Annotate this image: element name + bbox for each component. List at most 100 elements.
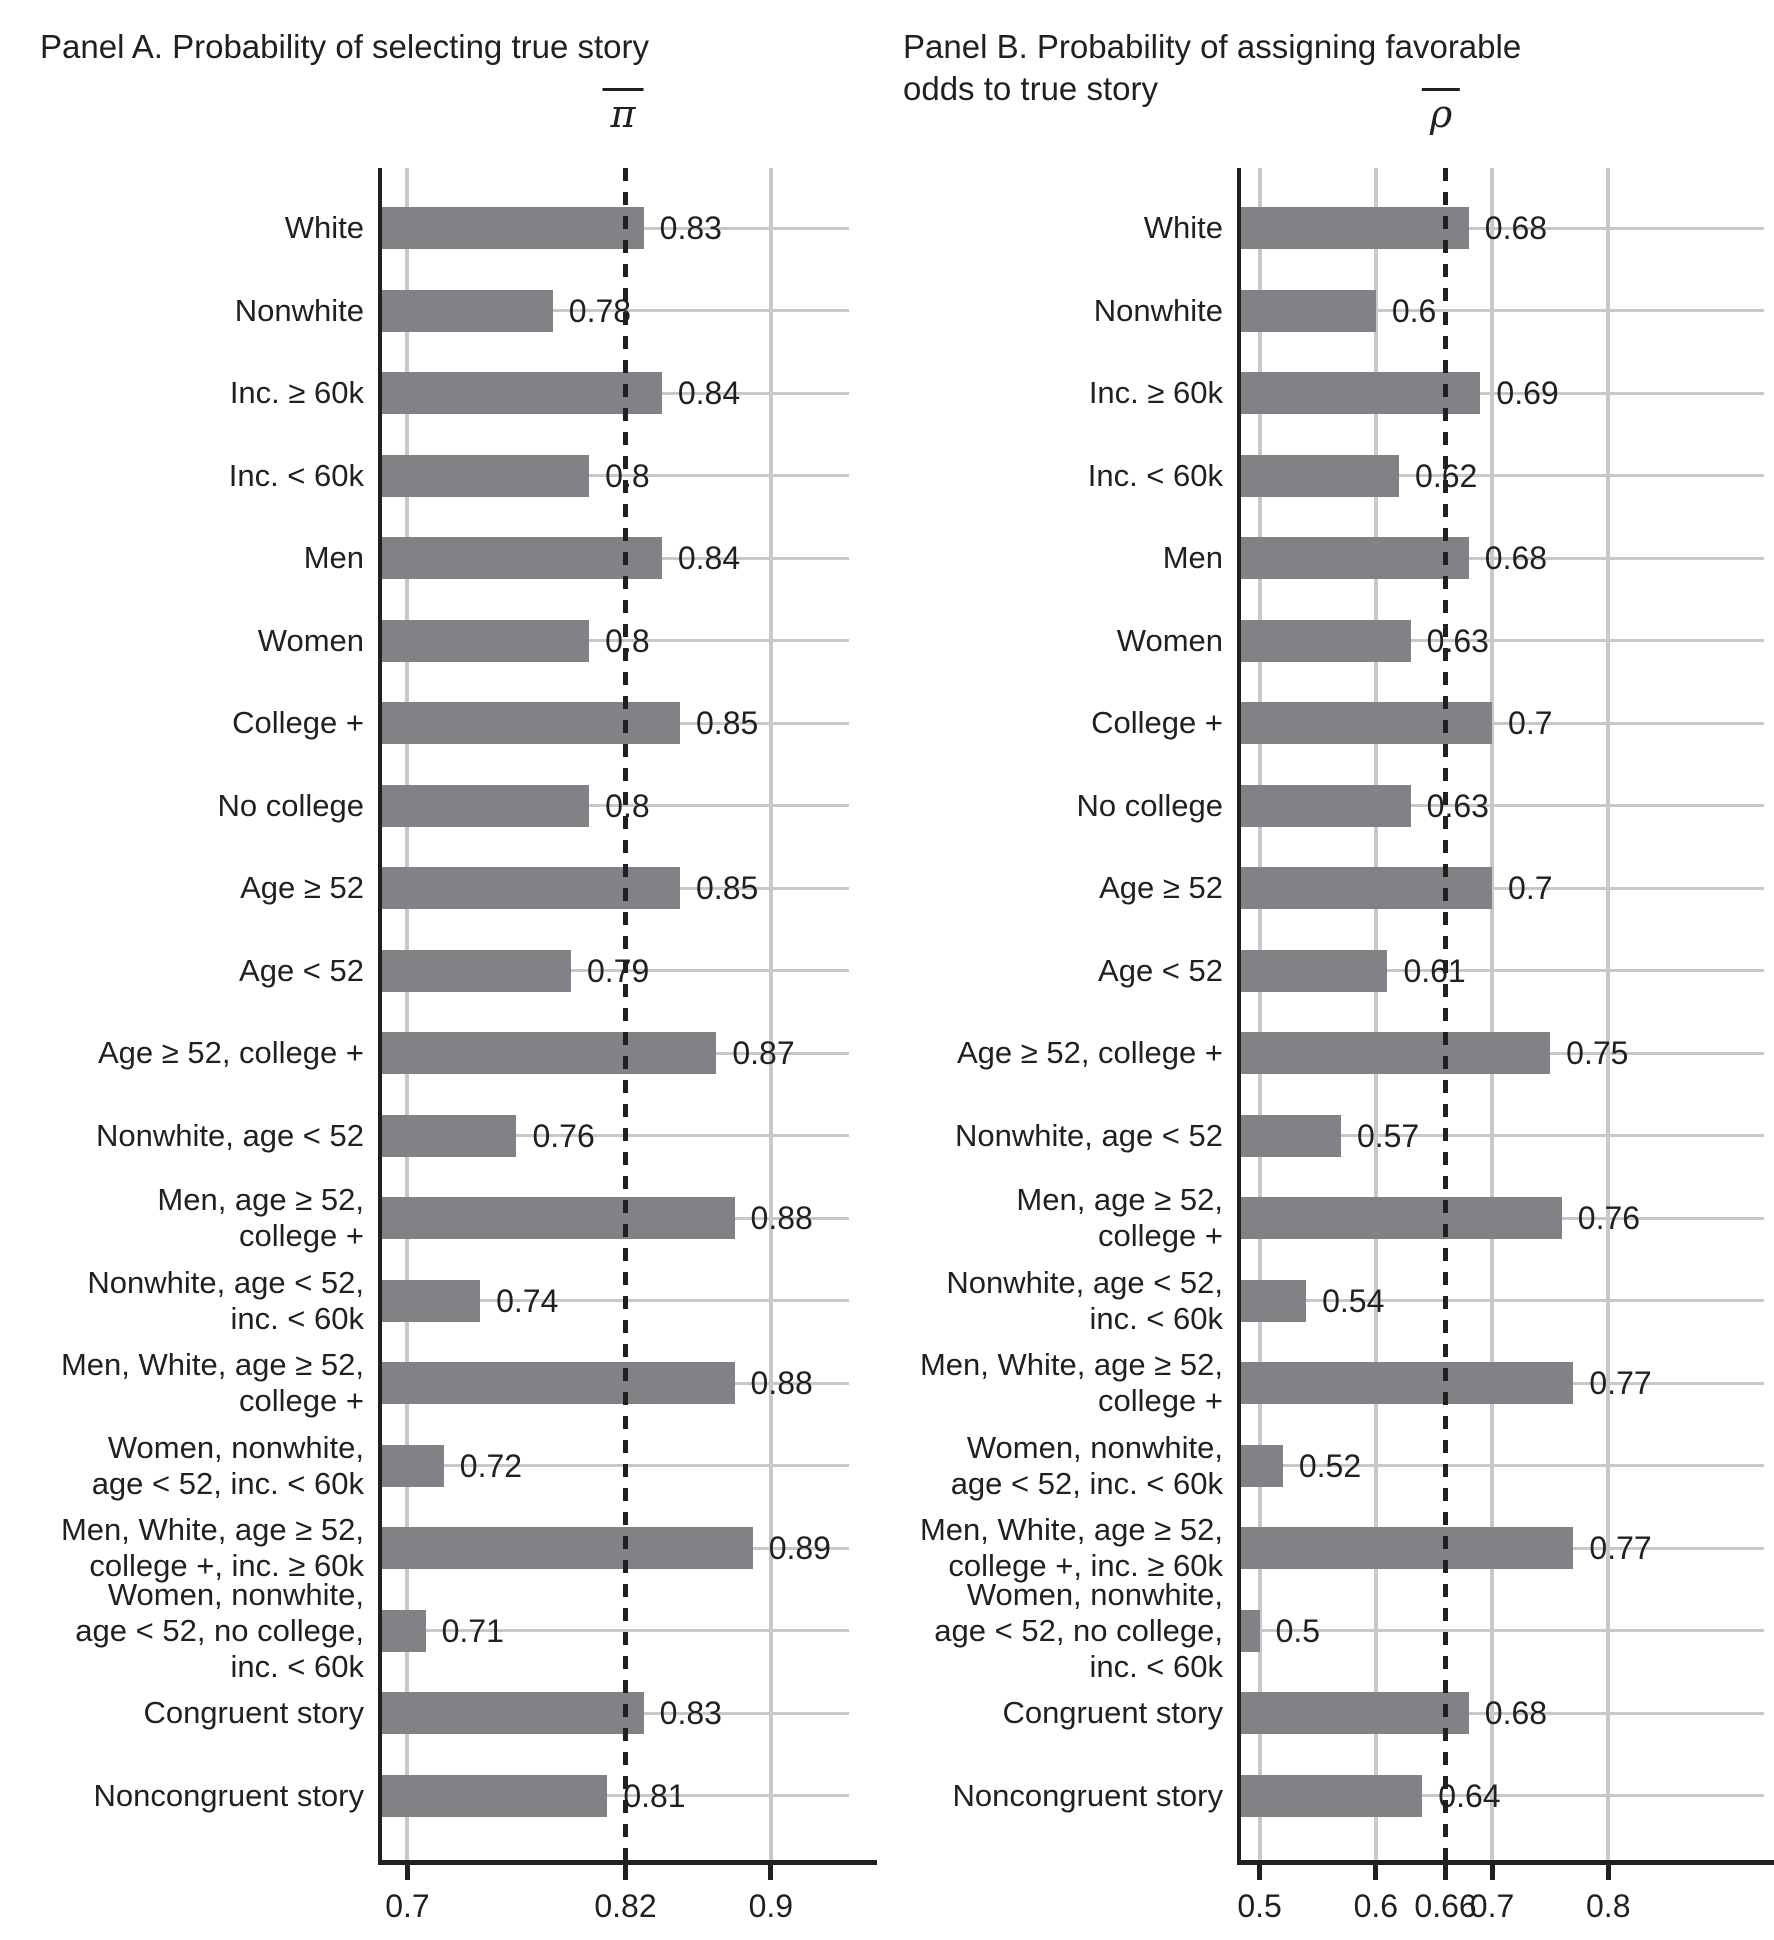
x-axis-tick bbox=[404, 1865, 410, 1880]
category-label: Men, White, age ≥ 52, college +, inc. ≥ … bbox=[60, 1512, 364, 1584]
bar bbox=[1241, 372, 1481, 415]
panel-b-title: Panel B. Probability of assigning favora… bbox=[903, 28, 1522, 107]
value-label: 0.85 bbox=[696, 870, 759, 907]
x-axis-tick bbox=[1605, 1865, 1611, 1880]
category-label: Men bbox=[1162, 540, 1223, 576]
row-gridline bbox=[1241, 1629, 1764, 1633]
category-label: Women bbox=[257, 622, 364, 658]
category-label: Men, age ≥ 52, college + bbox=[1016, 1182, 1223, 1254]
bar bbox=[382, 949, 571, 992]
x-gridline bbox=[1373, 168, 1378, 1860]
bar bbox=[382, 1032, 717, 1075]
rho-bar-symbol: ρ bbox=[1421, 88, 1461, 136]
category-label: Congruent story bbox=[143, 1695, 364, 1731]
value-label: 0.62 bbox=[1415, 457, 1478, 494]
category-label: Nonwhite bbox=[1093, 292, 1223, 328]
bar bbox=[382, 1774, 608, 1817]
bar bbox=[1241, 1444, 1283, 1487]
row-gridline bbox=[1241, 1794, 1764, 1798]
value-label: 0.77 bbox=[1589, 1365, 1652, 1402]
row-gridline bbox=[1241, 226, 1764, 230]
bar bbox=[1241, 1609, 1260, 1652]
category-label: Congruent story bbox=[1002, 1695, 1223, 1731]
row-gridline bbox=[382, 639, 849, 643]
category-label: College + bbox=[1091, 705, 1223, 741]
row-gridline bbox=[382, 1299, 849, 1303]
category-label: College + bbox=[232, 705, 364, 741]
value-label: 0.89 bbox=[768, 1530, 831, 1567]
category-label: White bbox=[284, 210, 364, 246]
x-axis-tick-label: 0.7 bbox=[1469, 1888, 1515, 1924]
category-label: Nonwhite, age < 52 bbox=[96, 1117, 364, 1153]
category-label: Inc. < 60k bbox=[228, 457, 364, 493]
bar bbox=[1241, 1032, 1551, 1075]
bar bbox=[1241, 454, 1400, 497]
category-label: Nonwhite, age < 52 bbox=[955, 1117, 1223, 1153]
x-axis-tick-label: 0.5 bbox=[1237, 1888, 1282, 1924]
row-gridline bbox=[382, 474, 849, 478]
bar bbox=[382, 1279, 481, 1322]
value-label: 0.79 bbox=[586, 952, 650, 989]
x-axis-tick-label: 0.66 bbox=[1414, 1888, 1477, 1924]
value-label: 0.63 bbox=[1426, 622, 1489, 659]
value-label: 0.7 bbox=[1508, 870, 1553, 907]
bar bbox=[1241, 1279, 1307, 1322]
bar bbox=[1241, 867, 1493, 910]
bar bbox=[382, 784, 590, 827]
row-gridline bbox=[382, 1134, 849, 1138]
row-gridline bbox=[382, 1464, 849, 1468]
row-gridline bbox=[1241, 804, 1764, 808]
value-label: 0.5 bbox=[1275, 1612, 1321, 1649]
row-gridline bbox=[382, 1629, 849, 1633]
panel-a-title: Panel A. Probability of selecting true s… bbox=[40, 28, 649, 65]
category-label: Women bbox=[1116, 622, 1223, 658]
category-label: Men, White, age ≥ 52, college + bbox=[919, 1347, 1223, 1419]
bar bbox=[382, 1114, 517, 1157]
row-gridline bbox=[382, 969, 849, 973]
value-label: 0.77 bbox=[1589, 1530, 1652, 1567]
value-label: 0.6 bbox=[1391, 292, 1437, 329]
x-axis-tick bbox=[1257, 1865, 1263, 1880]
bar bbox=[1241, 1692, 1469, 1735]
value-label: 0.61 bbox=[1403, 952, 1466, 989]
value-label: 0.78 bbox=[568, 292, 632, 329]
category-label: Age ≥ 52, college + bbox=[97, 1035, 364, 1071]
row-gridline bbox=[1241, 639, 1764, 643]
category-label: Age ≥ 52, college + bbox=[956, 1035, 1223, 1071]
bar bbox=[1241, 1114, 1341, 1157]
row-gridline bbox=[1241, 886, 1764, 890]
value-label: 0.68 bbox=[1484, 1695, 1548, 1732]
x-axis-tick bbox=[768, 1865, 774, 1880]
x-axis-tick-label: 0.9 bbox=[748, 1888, 794, 1924]
bar bbox=[1241, 949, 1388, 992]
panel-b-plot-area: 0.68 0.6 0.69 0.62 0.68 0.63 0.7 0.63 0.7 0.61 0.7… bbox=[1237, 168, 1774, 1924]
value-label: 0.63 bbox=[1426, 787, 1489, 824]
category-label: Men, White, age ≥ 52, college +, inc. ≥ … bbox=[919, 1512, 1223, 1584]
mean-dashed-line bbox=[1443, 168, 1449, 1860]
row-gridline bbox=[1241, 391, 1764, 395]
category-label: Men, age ≥ 52, college + bbox=[157, 1182, 364, 1254]
row-gridline bbox=[382, 1794, 849, 1798]
row-gridline bbox=[1241, 1299, 1764, 1303]
category-label: White bbox=[1143, 210, 1223, 246]
category-label: Noncongruent story bbox=[93, 1777, 364, 1813]
row-gridline bbox=[1241, 309, 1764, 313]
value-label: 0.88 bbox=[750, 1200, 813, 1237]
value-label: 0.75 bbox=[1566, 1035, 1629, 1072]
bar bbox=[1241, 1527, 1574, 1570]
row-gridline bbox=[382, 309, 849, 313]
mean-dashed-line bbox=[622, 168, 628, 1860]
x-gridline bbox=[1490, 168, 1495, 1860]
row-gridline bbox=[1241, 721, 1764, 725]
x-axis-tick bbox=[1373, 1865, 1379, 1880]
bar bbox=[1241, 784, 1411, 827]
bar bbox=[382, 1444, 444, 1487]
x-gridline bbox=[405, 168, 410, 1860]
value-label: 0.57 bbox=[1356, 1117, 1420, 1154]
category-label: Age ≥ 52 bbox=[1099, 870, 1223, 906]
value-label: 0.83 bbox=[659, 210, 722, 247]
value-label: 0.85 bbox=[696, 705, 759, 742]
bar bbox=[1241, 1774, 1423, 1817]
bar bbox=[1241, 289, 1376, 332]
